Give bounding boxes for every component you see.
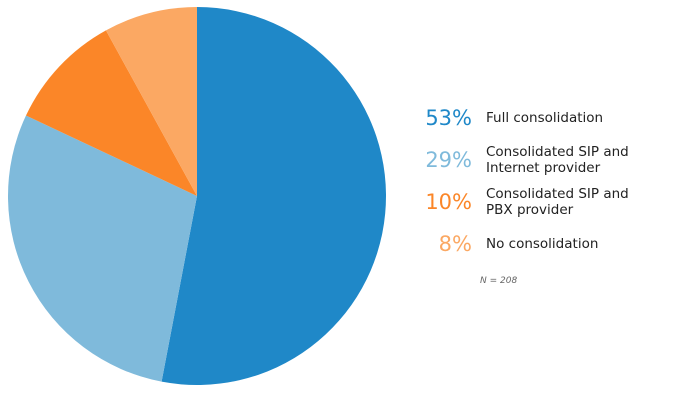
- legend: 53% Full consolidation 29% Consolidated …: [410, 100, 670, 268]
- legend-label: Full consolidation: [486, 109, 604, 126]
- pie-chart: [7, 7, 386, 385]
- legend-percent: 8%: [438, 231, 472, 256]
- legend-item-sip-internet: 29% Consolidated SIP and Internet provid…: [410, 142, 670, 178]
- pie-slice-3: [105, 7, 197, 196]
- legend-label: Consolidated SIP and PBX provider: [486, 185, 629, 218]
- legend-percent: 53%: [425, 105, 472, 130]
- legend-percent: 10%: [425, 189, 472, 214]
- sample-size-note: N = 208: [480, 276, 518, 286]
- pie-slice-0: [161, 7, 386, 385]
- pie-slice-2: [25, 30, 197, 196]
- legend-label: No consolidation: [486, 235, 599, 252]
- legend-item-sip-pbx: 10% Consolidated SIP and PBX provider: [410, 184, 670, 220]
- pie-slice-1: [7, 115, 197, 382]
- legend-percent: 29%: [425, 147, 472, 172]
- legend-item-full-consolidation: 53% Full consolidation: [410, 100, 670, 136]
- legend-label: Consolidated SIP and Internet provider: [486, 143, 629, 176]
- legend-item-no-consolidation: 8% No consolidation: [410, 226, 670, 262]
